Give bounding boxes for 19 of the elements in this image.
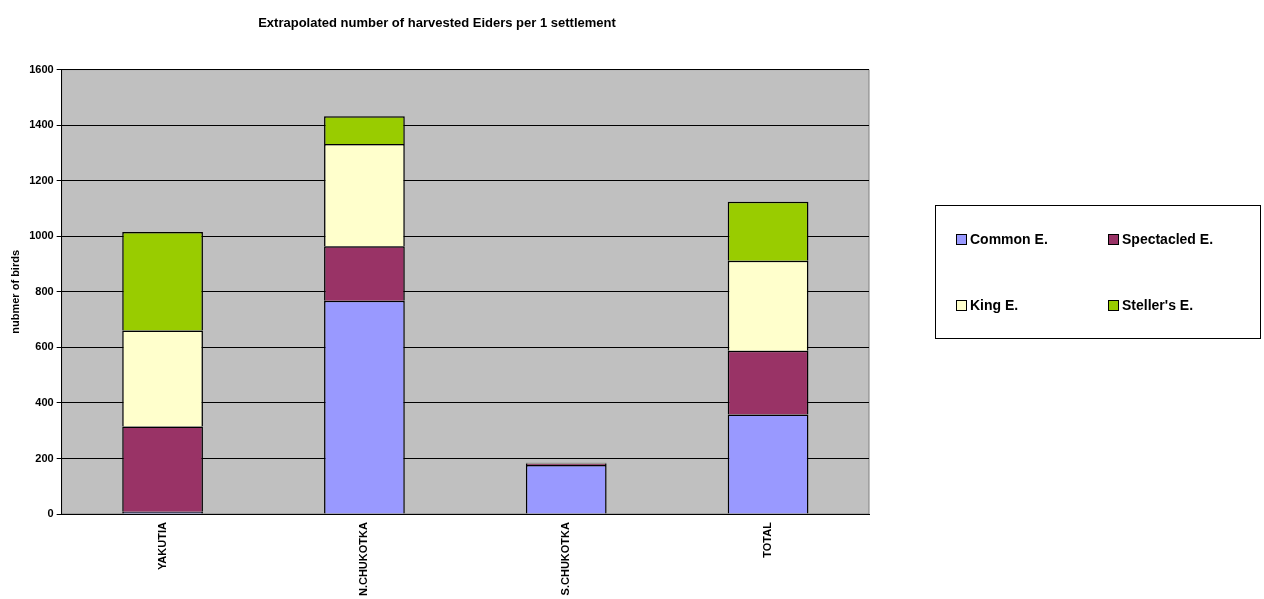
y-tick-label: 600 bbox=[35, 340, 54, 353]
chart-title: Extrapolated number of harvested Eiders per 1 settlement bbox=[258, 15, 617, 31]
x-tick-label: YAKUTIA bbox=[155, 522, 168, 570]
y-axis-title: nubmer of birds bbox=[8, 249, 21, 334]
y-tick-label: 0 bbox=[47, 507, 54, 520]
x-tick-label: S.CHUKOTKA bbox=[559, 522, 572, 596]
x-tick-label: TOTAL bbox=[761, 521, 774, 558]
x-tick-label: N.CHUKOTKA bbox=[357, 522, 370, 597]
y-tick-label: 1200 bbox=[29, 173, 54, 186]
legend-label: King E. bbox=[970, 297, 1019, 313]
y-tick-label: 800 bbox=[35, 284, 54, 297]
y-tick-label: 1600 bbox=[29, 62, 54, 75]
y-tick-label: 200 bbox=[35, 451, 54, 464]
y-tick-label: 1000 bbox=[29, 229, 54, 242]
y-tick-label: 400 bbox=[35, 395, 54, 408]
legend-label: Common E. bbox=[970, 231, 1048, 247]
legend-label: Steller's E. bbox=[1122, 297, 1194, 313]
y-tick-label: 1400 bbox=[29, 118, 54, 131]
legend-label: Spectacled E. bbox=[1122, 231, 1214, 247]
